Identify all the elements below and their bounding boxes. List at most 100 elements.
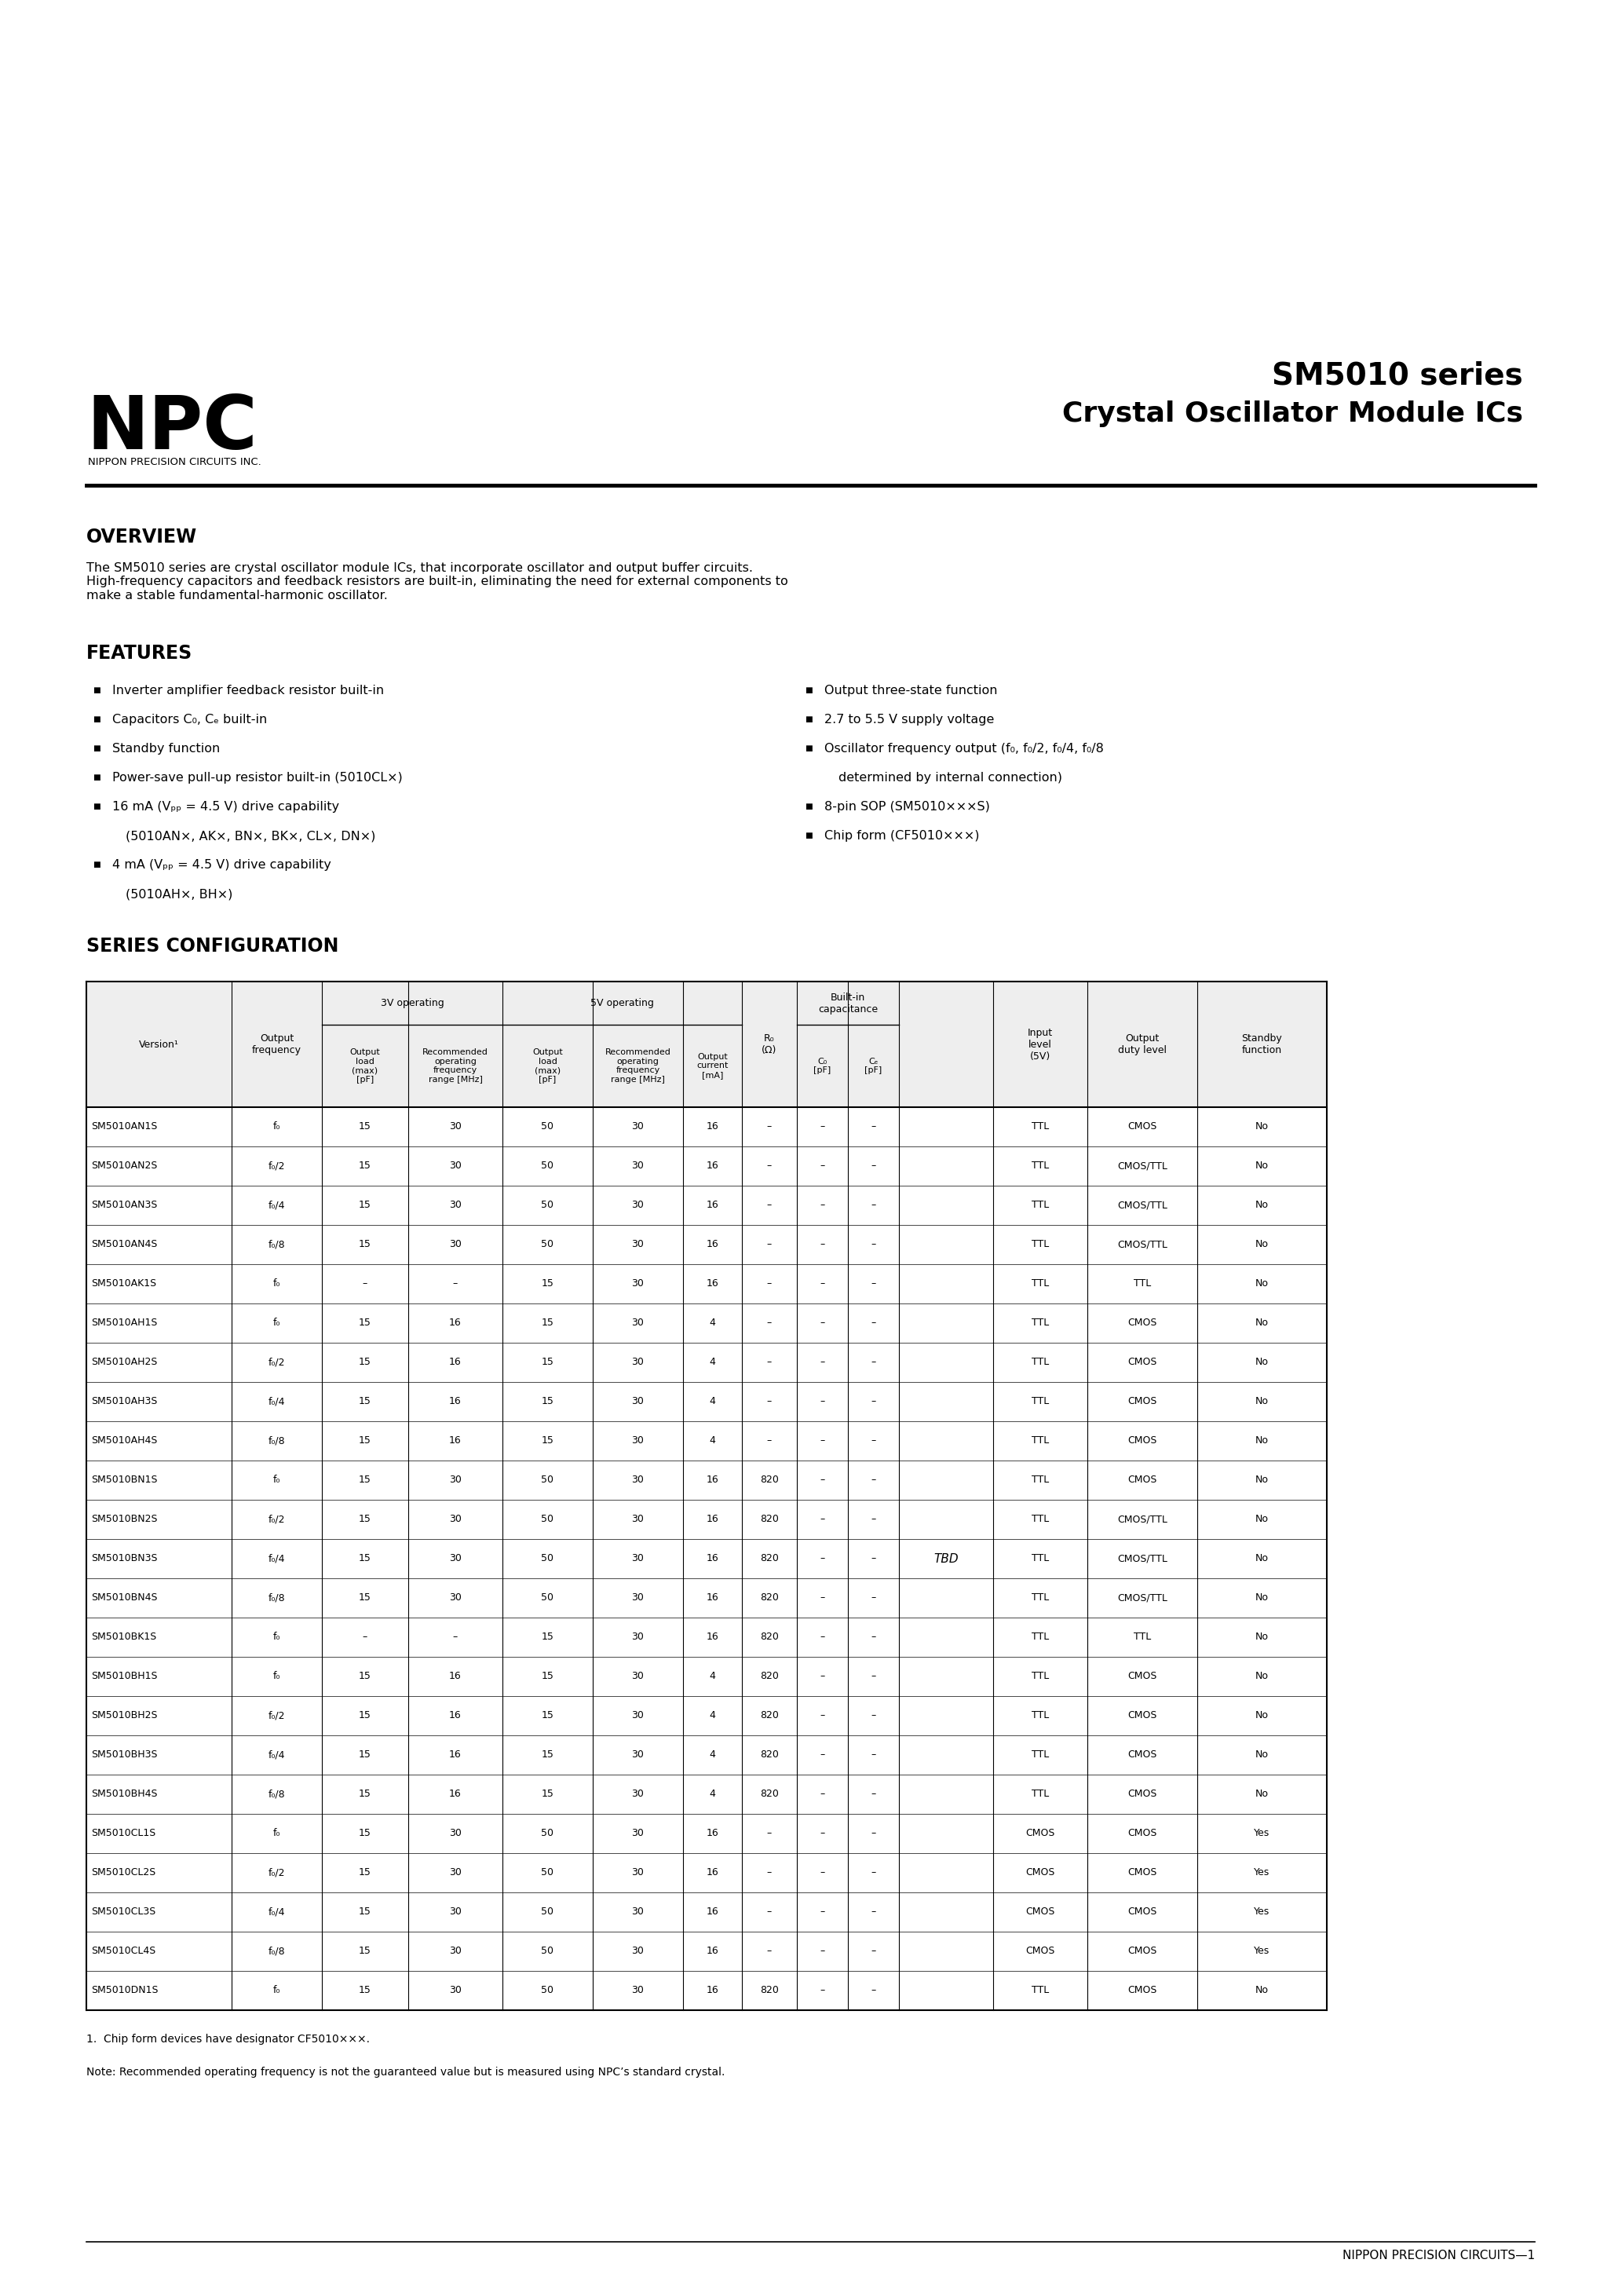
Text: 15: 15	[358, 1201, 371, 1210]
Text: 4: 4	[709, 1711, 715, 1720]
Text: ■: ■	[92, 861, 101, 868]
Text: 16: 16	[706, 1201, 719, 1210]
Text: 50: 50	[542, 1554, 553, 1564]
Text: –: –	[821, 1515, 826, 1525]
Text: –: –	[821, 1947, 826, 1956]
Text: –: –	[767, 1318, 772, 1327]
Text: 16: 16	[706, 1908, 719, 1917]
Text: Output
current
[mA]: Output current [mA]	[696, 1054, 728, 1079]
Text: NIPPON PRECISION CIRCUITS—1: NIPPON PRECISION CIRCUITS—1	[1343, 2250, 1534, 2262]
Text: SM5010CL4S: SM5010CL4S	[91, 1947, 156, 1956]
Text: 8-pin SOP (SM5010×××S): 8-pin SOP (SM5010×××S)	[824, 801, 989, 813]
Text: 16: 16	[706, 1947, 719, 1956]
Text: ■: ■	[805, 716, 813, 723]
Text: –: –	[871, 1201, 876, 1210]
Bar	[86, 980, 1327, 1107]
Text: f₀/8: f₀/8	[268, 1593, 285, 1603]
Text: ■: ■	[805, 831, 813, 840]
Text: SM5010AN3S: SM5010AN3S	[91, 1201, 157, 1210]
Text: –: –	[767, 1396, 772, 1407]
Text: TTL: TTL	[1032, 1671, 1049, 1681]
Text: 4 mA (Vₚₚ = 4.5 V) drive capability: 4 mA (Vₚₚ = 4.5 V) drive capability	[112, 859, 331, 870]
Text: 16: 16	[449, 1789, 462, 1800]
Text: TTL: TTL	[1032, 1554, 1049, 1564]
Text: –: –	[821, 1279, 826, 1288]
Text: 15: 15	[542, 1396, 553, 1407]
Text: 30: 30	[631, 1593, 644, 1603]
Text: 30: 30	[449, 1554, 462, 1564]
Text: 16: 16	[706, 1986, 719, 1995]
Text: SM5010 series: SM5010 series	[1272, 360, 1523, 390]
Text: –: –	[871, 1828, 876, 1839]
Text: No: No	[1255, 1279, 1268, 1288]
Text: 30: 30	[631, 1123, 644, 1132]
Text: –: –	[871, 1474, 876, 1486]
Text: 15: 15	[358, 1123, 371, 1132]
Text: –: –	[871, 1357, 876, 1368]
Text: CMOS: CMOS	[1127, 1789, 1156, 1800]
Text: 16: 16	[706, 1554, 719, 1564]
Text: 820: 820	[761, 1593, 779, 1603]
Text: 15: 15	[358, 1867, 371, 1878]
Text: –: –	[871, 1671, 876, 1681]
Text: 16: 16	[449, 1750, 462, 1761]
Text: 16: 16	[706, 1474, 719, 1486]
Text: 4: 4	[709, 1750, 715, 1761]
Text: 30: 30	[631, 1750, 644, 1761]
Text: –: –	[821, 1357, 826, 1368]
Text: ■: ■	[92, 687, 101, 693]
Text: 4: 4	[709, 1396, 715, 1407]
Text: f₀/4: f₀/4	[268, 1908, 285, 1917]
Text: 15: 15	[542, 1357, 553, 1368]
Text: 15: 15	[358, 1474, 371, 1486]
Text: f₀: f₀	[272, 1123, 281, 1132]
Text: The SM5010 series are crystal oscillator module ICs, that incorporate oscillator: The SM5010 series are crystal oscillator…	[86, 563, 788, 602]
Text: SM5010CL3S: SM5010CL3S	[91, 1908, 156, 1917]
Text: ■: ■	[92, 804, 101, 810]
Text: f₀: f₀	[272, 1632, 281, 1642]
Text: 4: 4	[709, 1318, 715, 1327]
Text: TTL: TTL	[1032, 1162, 1049, 1171]
Text: Yes: Yes	[1254, 1947, 1270, 1956]
Text: –: –	[821, 1632, 826, 1642]
Text: CMOS: CMOS	[1127, 1474, 1156, 1486]
Text: ■: ■	[92, 716, 101, 723]
Text: (5010AN×, AK×, BN×, BK×, CL×, DN×): (5010AN×, AK×, BN×, BK×, CL×, DN×)	[125, 829, 376, 843]
Text: TTL: TTL	[1032, 1435, 1049, 1446]
Text: SM5010CL1S: SM5010CL1S	[91, 1828, 156, 1839]
Text: –: –	[871, 1240, 876, 1249]
Text: 50: 50	[542, 1908, 553, 1917]
Text: f₀: f₀	[272, 1671, 281, 1681]
Text: 50: 50	[542, 1947, 553, 1956]
Text: –: –	[453, 1279, 457, 1288]
Text: 16: 16	[706, 1162, 719, 1171]
Text: –: –	[871, 1435, 876, 1446]
Text: Capacitors C₀, Cₑ built-in: Capacitors C₀, Cₑ built-in	[112, 714, 268, 726]
Text: 30: 30	[449, 1474, 462, 1486]
Text: –: –	[821, 1396, 826, 1407]
Text: –: –	[871, 1711, 876, 1720]
Text: SM5010AN4S: SM5010AN4S	[91, 1240, 157, 1249]
Text: 15: 15	[358, 1593, 371, 1603]
Text: CMOS/TTL: CMOS/TTL	[1118, 1593, 1168, 1603]
Text: TTL: TTL	[1032, 1318, 1049, 1327]
Text: 30: 30	[631, 1711, 644, 1720]
Text: –: –	[871, 1867, 876, 1878]
Text: –: –	[821, 1435, 826, 1446]
Text: 30: 30	[631, 1789, 644, 1800]
Text: NPC: NPC	[86, 393, 258, 464]
Text: 50: 50	[542, 1123, 553, 1132]
Text: CMOS: CMOS	[1127, 1671, 1156, 1681]
Text: –: –	[821, 1711, 826, 1720]
Text: 820: 820	[761, 1750, 779, 1761]
Text: –: –	[821, 1162, 826, 1171]
Text: 30: 30	[631, 1828, 644, 1839]
Text: –: –	[871, 1789, 876, 1800]
Text: 50: 50	[542, 1515, 553, 1525]
Text: Output
duty level: Output duty level	[1118, 1033, 1166, 1056]
Text: –: –	[871, 1515, 876, 1525]
Text: 30: 30	[631, 1515, 644, 1525]
Text: CMOS: CMOS	[1127, 1828, 1156, 1839]
Text: 4: 4	[709, 1789, 715, 1800]
Text: 50: 50	[542, 1593, 553, 1603]
